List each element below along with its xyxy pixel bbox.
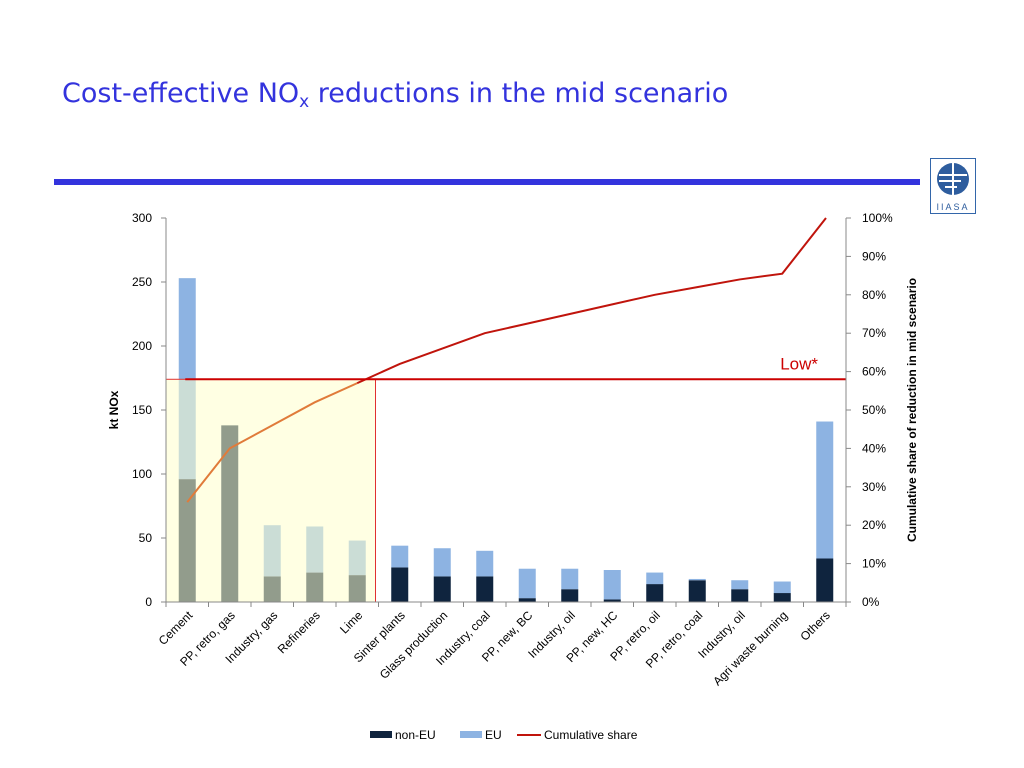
title-subscript: x	[299, 92, 310, 112]
y-tick-label-right: 90%	[862, 249, 886, 263]
title-rest: reductions in the mid scenario	[309, 78, 729, 109]
logo-text: IIASA	[936, 202, 969, 212]
bar-eu-15	[816, 421, 834, 559]
y-tick-label-left: 100	[132, 467, 152, 481]
y-tick-label-right: 20%	[862, 518, 886, 532]
legend-swatch-eu	[460, 731, 482, 738]
y-axis-title-right: Cumulative share of reduction in mid sce…	[905, 278, 919, 542]
category-label: Others	[798, 608, 833, 643]
category-label: Cement	[156, 608, 196, 648]
y-tick-label-left: 300	[132, 211, 152, 225]
cumulative-line-highlighted	[186, 382, 358, 503]
bar-eu-7	[476, 550, 494, 577]
y-tick-label-right: 60%	[862, 365, 886, 379]
y-tick-label-left: 150	[132, 403, 152, 417]
bar-eu-11	[646, 572, 664, 585]
bar-non-eu-14	[773, 593, 791, 602]
slide-title: Cost-effective NOx reductions in the mid…	[62, 78, 729, 112]
category-label: Refineries	[275, 608, 323, 656]
y-tick-label-right: 70%	[862, 326, 886, 340]
legend-label-cumulative: Cumulative share	[544, 728, 638, 742]
bar-non-eu-9	[561, 589, 579, 602]
y-tick-label-right: 40%	[862, 441, 886, 455]
legend-label-non-eu: non-EU	[395, 728, 436, 742]
y-tick-label-left: 250	[132, 275, 152, 289]
bar-non-eu-11	[646, 584, 664, 602]
bar-eu-14	[773, 581, 791, 594]
title-rule	[54, 179, 920, 185]
y-tick-label-left: 200	[132, 339, 152, 353]
y-tick-label-right: 50%	[862, 403, 886, 417]
bar-eu-13	[731, 580, 749, 590]
y-tick-label-left: 0	[145, 595, 152, 609]
bar-eu-12	[688, 578, 706, 581]
bar-eu-9	[561, 568, 579, 590]
bar-non-eu-6	[433, 576, 451, 602]
category-label: Lime	[337, 608, 366, 637]
bar-eu-10	[603, 570, 621, 600]
bar-non-eu-10	[603, 599, 621, 602]
iiasa-logo: IIASA	[930, 158, 976, 214]
y-axis-title-left: kt NOx	[107, 390, 121, 429]
legend-swatch-non-eu	[370, 731, 392, 738]
bar-eu-5	[391, 545, 409, 568]
bar-eu-6	[433, 548, 451, 577]
legend-label-eu: EU	[485, 728, 502, 742]
title-main: Cost-effective NO	[62, 78, 300, 109]
bar-non-eu-12	[688, 580, 706, 602]
y-tick-label-right: 10%	[862, 557, 886, 571]
bar-non-eu-13	[731, 589, 749, 602]
cumulative-line	[356, 217, 827, 385]
category-label: Agri waste burning	[710, 608, 790, 688]
y-tick-label-right: 30%	[862, 480, 886, 494]
low-label: Low*	[780, 354, 818, 373]
bar-non-eu-8	[518, 598, 536, 602]
y-tick-label-right: 0%	[862, 595, 880, 609]
bar-non-eu-15	[816, 558, 834, 602]
bar-non-eu-5	[391, 567, 409, 602]
bar-eu-8	[518, 568, 536, 599]
low-highlight-box	[165, 378, 376, 603]
y-tick-label-left: 50	[139, 531, 153, 545]
y-tick-label-right: 100%	[862, 211, 893, 225]
y-tick-label-right: 80%	[862, 288, 886, 302]
bar-non-eu-7	[476, 576, 494, 602]
